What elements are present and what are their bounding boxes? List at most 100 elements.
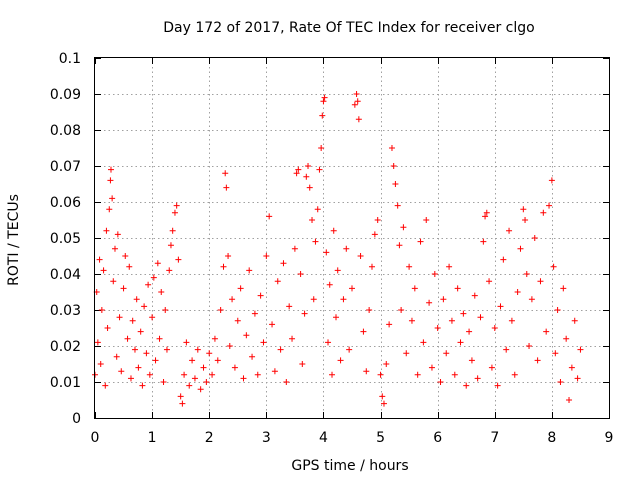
data-point — [263, 253, 270, 259]
x-tick-label: 2 — [205, 430, 214, 446]
data-point — [554, 307, 561, 313]
data-point — [200, 364, 207, 371]
data-point — [129, 317, 136, 324]
data-point — [563, 335, 570, 342]
data-point — [214, 357, 221, 364]
x-tick-label: 3 — [262, 430, 271, 446]
data-point — [337, 357, 344, 364]
data-point — [297, 271, 304, 277]
x-tick-label: 1 — [148, 430, 157, 446]
data-point — [175, 256, 182, 263]
data-point — [316, 166, 323, 173]
data-point — [571, 317, 578, 324]
data-point — [406, 263, 413, 270]
y-tick-label: 0.01 — [50, 375, 81, 391]
y-tick-label: 0 — [72, 411, 81, 427]
data-point — [269, 321, 276, 328]
data-point — [346, 346, 353, 353]
data-point — [349, 285, 355, 292]
data-point — [169, 227, 176, 234]
data-point — [107, 177, 114, 184]
data-point — [511, 371, 518, 378]
data-point — [420, 339, 427, 346]
data-point — [446, 263, 453, 270]
tick-marks — [95, 58, 610, 419]
y-tick-label: 0.1 — [59, 51, 81, 67]
data-point — [94, 339, 101, 346]
data-point — [231, 364, 238, 371]
data-point — [98, 307, 105, 313]
data-point — [249, 353, 256, 360]
data-point — [122, 253, 129, 259]
data-point — [194, 346, 201, 353]
data-point — [330, 227, 337, 234]
data-point — [434, 325, 441, 331]
data-point — [139, 382, 146, 389]
data-point — [506, 227, 513, 234]
data-point — [390, 163, 397, 169]
data-point — [152, 357, 159, 364]
data-point — [440, 296, 447, 303]
x-tick-label: 8 — [547, 430, 556, 446]
data-point — [374, 217, 381, 223]
data-point — [531, 235, 538, 241]
data-point — [291, 245, 298, 252]
data-point — [177, 393, 184, 400]
data-point — [443, 350, 450, 357]
data-point — [340, 296, 347, 303]
data-point — [305, 163, 312, 169]
data-point — [320, 98, 327, 105]
data-point — [428, 364, 435, 371]
data-point — [118, 368, 125, 375]
data-point — [106, 206, 113, 213]
data-point — [314, 206, 321, 213]
data-point — [254, 371, 261, 378]
data-point — [222, 170, 229, 177]
data-point — [154, 260, 161, 267]
data-point — [289, 335, 296, 342]
data-point — [355, 116, 362, 123]
data-point — [431, 271, 438, 277]
data-point — [353, 91, 360, 97]
data-point — [223, 184, 230, 191]
data-point — [537, 278, 544, 285]
data-point — [163, 346, 170, 353]
data-point — [286, 303, 293, 310]
data-point — [491, 325, 498, 331]
data-point — [306, 184, 313, 191]
data-point — [203, 379, 210, 385]
data-point — [111, 245, 118, 252]
data-point — [500, 256, 507, 263]
data-point — [229, 296, 236, 303]
data-point — [466, 328, 473, 335]
data-point — [471, 292, 478, 299]
data-point — [460, 310, 467, 317]
y-tick-labels: 0 0.01 0.02 0.03 0.04 0.05 0.06 0.07 0.08 0.09 0.1 — [50, 51, 81, 427]
data-point — [526, 343, 533, 349]
data-point — [309, 217, 316, 223]
data-point — [566, 397, 573, 403]
data-point — [417, 238, 424, 245]
data-point — [494, 382, 501, 389]
data-point — [546, 202, 553, 209]
data-point — [280, 260, 287, 267]
data-point — [217, 307, 224, 313]
data-point — [166, 267, 173, 274]
y-axis-label: ROTI / TECUs — [6, 194, 22, 286]
x-tick-label: 0 — [91, 430, 100, 446]
data-point — [102, 382, 109, 389]
data-point — [150, 274, 157, 281]
x-tick-label: 9 — [605, 430, 614, 446]
data-point — [97, 361, 104, 367]
x-tick-label: 7 — [490, 430, 499, 446]
data-point — [295, 166, 302, 173]
y-tick-label: 0.09 — [50, 87, 81, 103]
data-point — [160, 379, 167, 385]
data-point — [523, 271, 530, 277]
data-point — [380, 400, 387, 407]
data-point — [568, 364, 575, 371]
data-point — [357, 253, 364, 259]
data-point — [398, 307, 405, 313]
data-point — [343, 245, 350, 252]
